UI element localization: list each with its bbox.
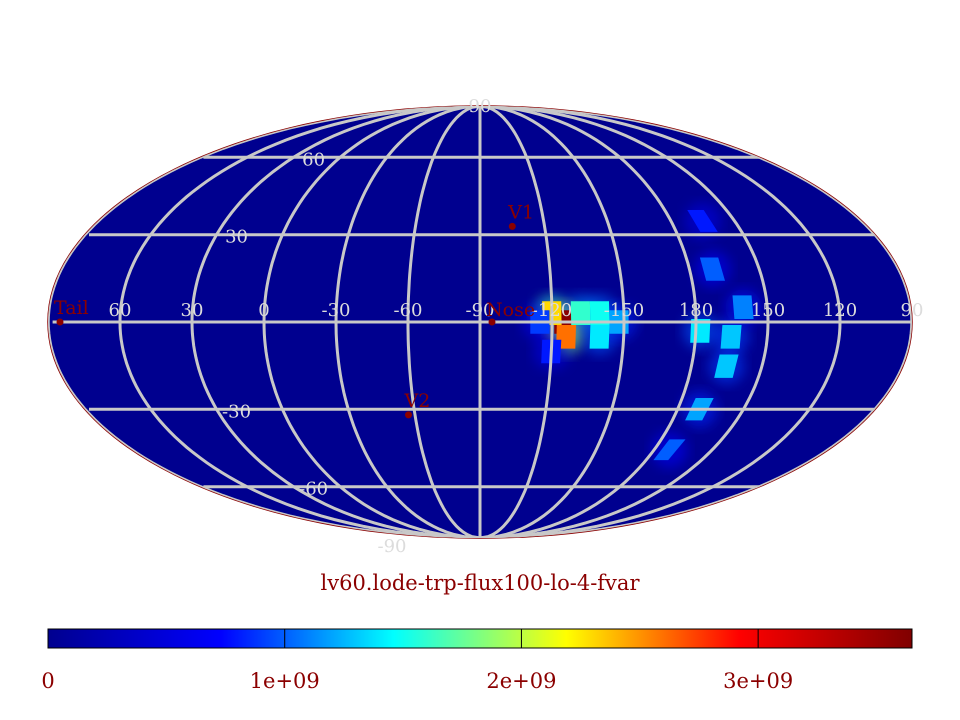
meridian-line	[334, 106, 481, 538]
marker-v1-dot	[508, 222, 516, 230]
longitude-label: 30	[181, 300, 204, 321]
colorbar-tick-label: 0	[41, 669, 54, 693]
marker-tail-dot	[56, 318, 64, 326]
flux-cell	[714, 354, 739, 378]
colorbar: 0 1e+09 2e+09 3e+09	[41, 628, 913, 693]
colorbar-tick-label: 3e+09	[723, 669, 793, 693]
flux-cell	[732, 295, 754, 319]
meridian-line	[190, 106, 481, 538]
meridian-line	[479, 106, 842, 538]
longitude-label: 180	[679, 300, 713, 321]
graticule	[48, 106, 912, 538]
flux-cell	[589, 301, 610, 325]
latitude-label: -30	[222, 401, 251, 422]
colorbar-ticks: 0 1e+09 2e+09 3e+09	[41, 629, 793, 693]
longitude-label: -120	[532, 300, 572, 321]
longitude-label: -90	[466, 300, 495, 321]
marker-tail-label: Tail	[54, 297, 89, 319]
longitude-label: 90	[901, 300, 924, 321]
map-title: lv60.lode-trp-flux100-lo-4-fvar	[321, 571, 641, 595]
meridian-line	[406, 106, 481, 538]
marker-nose-dot	[488, 318, 496, 326]
longitude-label: 150	[751, 300, 785, 321]
flux-cell	[720, 325, 742, 349]
marker-v2-dot	[404, 411, 412, 419]
longitude-label: -30	[322, 300, 351, 321]
colorbar-tick-label: 2e+09	[486, 669, 556, 693]
flux-cell	[589, 325, 610, 349]
latitude-label: -60	[299, 479, 328, 500]
meridian-line	[262, 106, 481, 538]
latitude-label: 60	[302, 149, 325, 170]
marker-v1-label: V1	[507, 201, 534, 223]
meridian-line	[479, 106, 912, 538]
graticule-labels: 60 30 0 -30 -60 -90 -120 -150 180 150 120 90 90 60 30 -…	[109, 96, 924, 557]
longitude-label: 0	[258, 300, 269, 321]
colorbar-gradient	[47, 628, 913, 649]
flux-cell	[687, 210, 718, 232]
latitude-label: -90	[378, 536, 407, 557]
meridian-line	[118, 106, 481, 538]
direction-markers: V1 Nose V2 Tail	[54, 201, 535, 419]
longitude-label: -150	[604, 300, 644, 321]
longitude-label: 60	[109, 300, 132, 321]
meridian-line	[479, 106, 698, 538]
meridian-line	[479, 106, 626, 538]
latitude-label: 90	[469, 96, 492, 117]
flux-cell	[699, 257, 725, 281]
meridian-line	[48, 106, 481, 538]
colorbar-tick-label: 1e+09	[250, 669, 320, 693]
meridian-line	[479, 106, 554, 538]
marker-v2-label: V2	[403, 390, 430, 412]
marker-nose-label: Nose	[486, 299, 535, 321]
latitude-label: 30	[225, 227, 248, 248]
flux-cell	[570, 301, 591, 325]
longitude-label: -60	[394, 300, 423, 321]
flux-cell	[653, 439, 686, 461]
meridian-line	[479, 106, 770, 538]
longitude-label: 120	[823, 300, 857, 321]
